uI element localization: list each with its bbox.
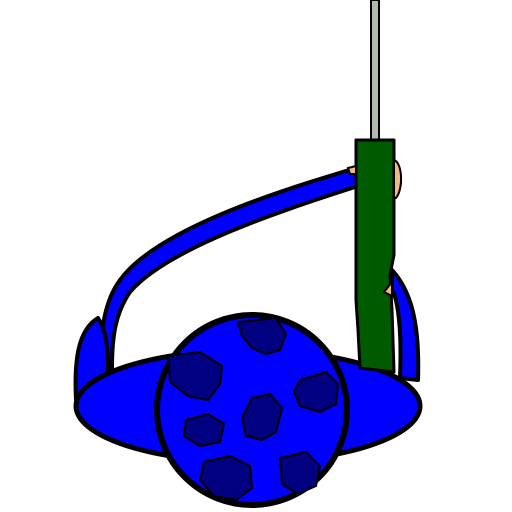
globe-continents [167, 317, 339, 501]
thumb-tab [393, 158, 402, 199]
continent-center [241, 393, 283, 441]
green-handle [354, 138, 396, 374]
right-strap [390, 268, 421, 382]
continent-small-left [183, 413, 225, 447]
continent-top [237, 317, 287, 355]
continent-bottom-right [279, 451, 321, 495]
continent-left [167, 351, 223, 401]
continent-right [293, 371, 339, 413]
continent-bottom-left [199, 455, 253, 501]
lower-tab [382, 279, 393, 298]
finger-tab [346, 164, 357, 175]
antenna-rod [370, 0, 380, 146]
